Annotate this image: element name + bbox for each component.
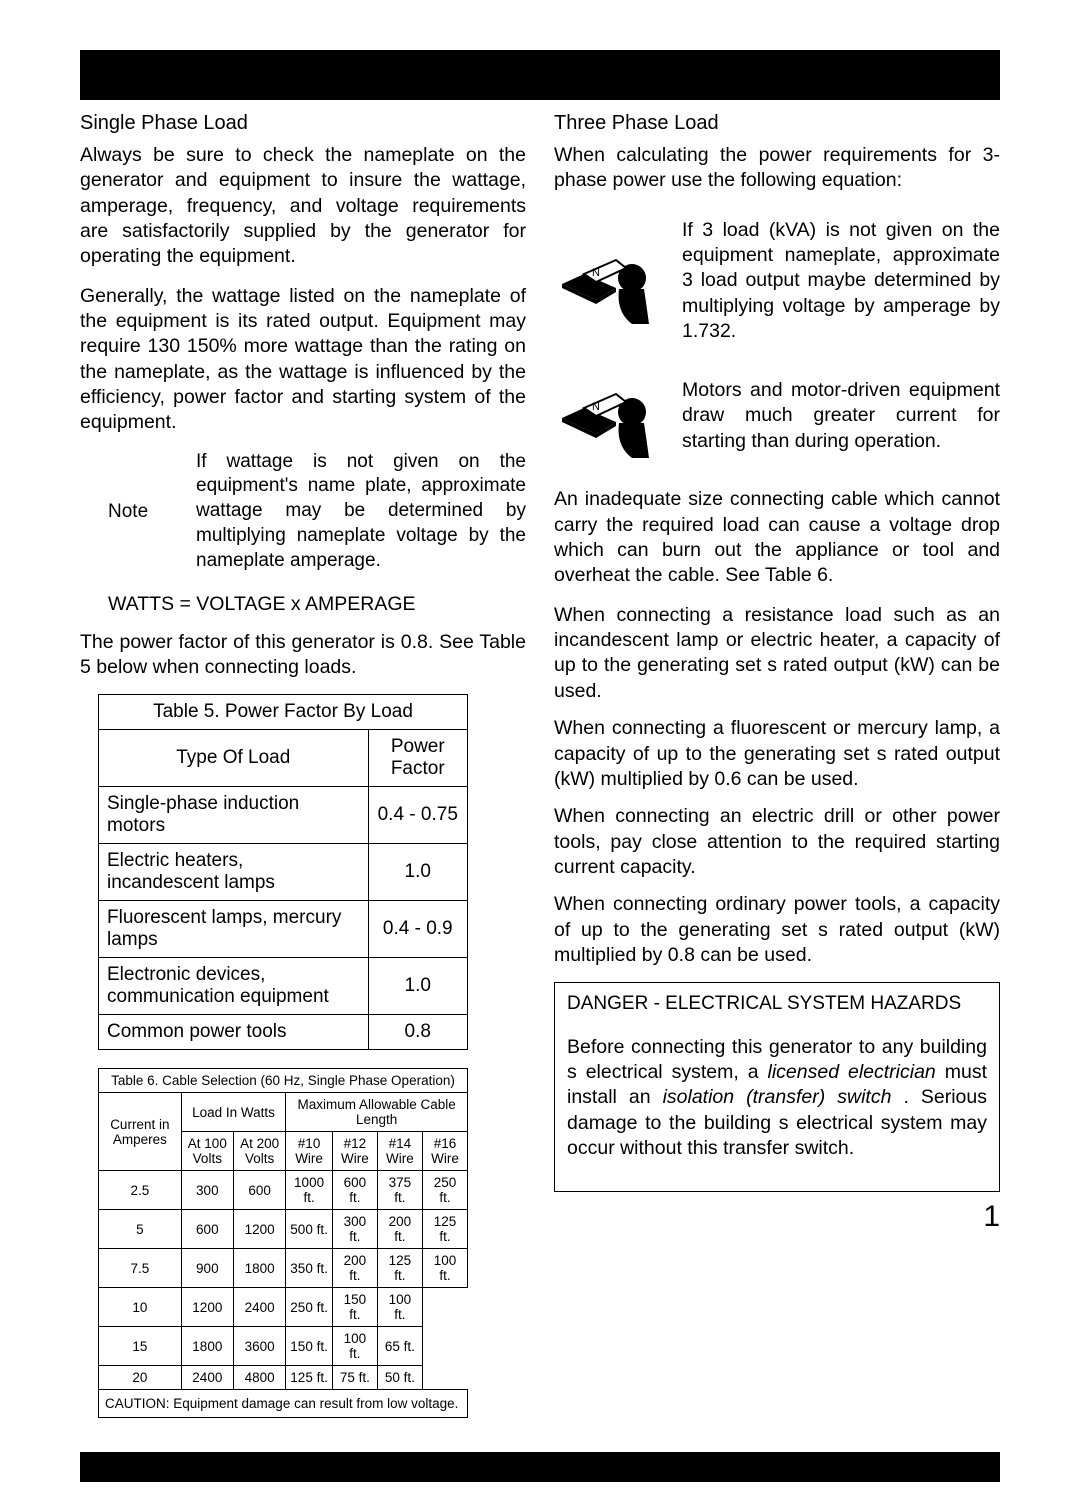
icon-text-2: Motors and motor-driven equipment draw m… <box>682 378 1000 454</box>
table-cable-selection: Table 6. Cable Selection (60 Hz, Single … <box>98 1068 468 1418</box>
right-heading: Three Phase Load <box>554 112 1000 135</box>
table-row: 7.59001800350 ft.200 ft.125 ft.100 ft. <box>99 1249 468 1288</box>
table6-footnote: CAUTION: Equipment damage can result fro… <box>99 1390 468 1418</box>
table-row: Single-phase induction motors0.4 - 0.75 <box>99 787 468 844</box>
watts-formula: WATTS = VOLTAGE x AMPERAGE <box>108 593 526 616</box>
table-row: 1518003600150 ft.100 ft.65 ft. <box>99 1327 468 1366</box>
table5-col2: Power Factor <box>368 730 467 787</box>
page-root: Single Phase Load Always be sure to chec… <box>0 0 1080 1512</box>
note-icon-row-1: N If 3 load (kVA) is not given on the eq… <box>554 218 1000 345</box>
left-p3: The power factor of this generator is 0.… <box>80 630 526 681</box>
table-row: 1012002400250 ft.150 ft.100 ft. <box>99 1288 468 1327</box>
table-row: Fluorescent lamps, mercury lamps0.4 - 0.… <box>99 901 468 958</box>
right-p3: When connecting ordinary power tools, a … <box>554 892 1000 968</box>
table-power-factor: Table 5. Power Factor By Load Type Of Lo… <box>98 694 468 1050</box>
left-heading: Single Phase Load <box>80 112 526 135</box>
note-block: Note If wattage is not given on the equi… <box>108 450 526 573</box>
table-row: Electric heaters, incandescent lamps1.0 <box>99 844 468 901</box>
table5-caption: Table 5. Power Factor By Load <box>99 695 468 730</box>
note-text: If wattage is not given on the equipment… <box>196 450 526 573</box>
table6-h-cable: Maximum Allowable Cable Length <box>286 1093 468 1132</box>
person-reading-icon: N <box>554 234 664 329</box>
header-bar <box>80 50 1000 100</box>
right-p2: An inadequate size connecting cable whic… <box>554 487 1000 588</box>
right-column: Three Phase Load When calculating the po… <box>554 112 1000 1432</box>
right-p1: When calculating the power requirements … <box>554 143 1000 194</box>
table6-h-current: Current in Amperes <box>99 1093 182 1171</box>
note-icon-row-2: N Motors and motor-driven equipment draw… <box>554 368 1000 463</box>
danger-title: DANGER - ELECTRICAL SYSTEM HAZARDS <box>567 993 987 1015</box>
bullet-2: When connecting a fluorescent or mercury… <box>554 716 1000 792</box>
danger-box: DANGER - ELECTRICAL SYSTEM HAZARDS Befor… <box>554 982 1000 1192</box>
table-row: 2.53006001000 ft.600 ft.375 ft.250 ft. <box>99 1171 468 1210</box>
danger-text: Before connecting this generator to any … <box>567 1035 987 1162</box>
table-row: 56001200500 ft.300 ft.200 ft.125 ft. <box>99 1210 468 1249</box>
svg-text:N: N <box>592 401 600 413</box>
page-number: 1 <box>554 1200 1000 1234</box>
note-label: Note <box>108 501 156 523</box>
bullet-3: When connecting an electric drill or oth… <box>554 804 1000 880</box>
table-row: Common power tools0.8 <box>99 1015 468 1050</box>
svg-text:N: N <box>592 267 600 279</box>
bullet-1: When connecting a resistance load such a… <box>554 603 1000 704</box>
table5-col1: Type Of Load <box>99 730 369 787</box>
left-p1: Always be sure to check the nameplate on… <box>80 143 526 270</box>
table6-caption: Table 6. Cable Selection (60 Hz, Single … <box>99 1069 468 1093</box>
person-reading-icon: N <box>554 368 664 463</box>
table-row: 2024004800125 ft.75 ft.50 ft. <box>99 1366 468 1390</box>
footer-bar <box>80 1452 1000 1482</box>
content-columns: Single Phase Load Always be sure to chec… <box>80 112 1000 1432</box>
table-row: Electronic devices, communication equipm… <box>99 958 468 1015</box>
left-p2: Generally, the wattage listed on the nam… <box>80 284 526 436</box>
icon-text-1: If 3 load (kVA) is not given on the equi… <box>682 218 1000 345</box>
left-column: Single Phase Load Always be sure to chec… <box>80 112 526 1432</box>
table6-h-load: Load In Watts <box>181 1093 286 1132</box>
